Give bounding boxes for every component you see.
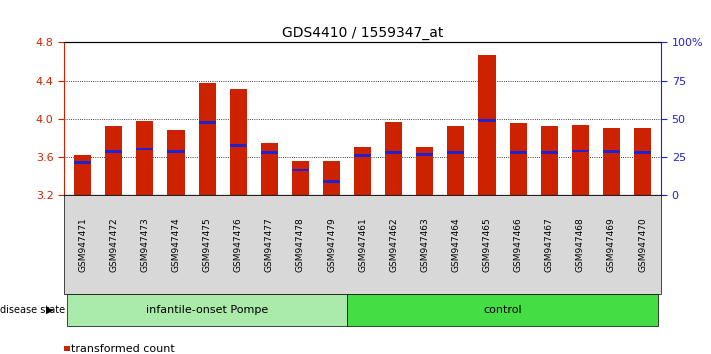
Text: disease state: disease state: [0, 305, 65, 315]
Text: infantile-onset Pompe: infantile-onset Pompe: [146, 305, 268, 315]
Text: GSM947472: GSM947472: [109, 217, 118, 272]
Bar: [479, 55, 496, 195]
Bar: [137, 148, 154, 150]
Bar: [323, 161, 340, 195]
Bar: [447, 126, 464, 195]
Text: GSM947471: GSM947471: [78, 217, 87, 272]
Bar: [74, 161, 91, 164]
Text: GSM947475: GSM947475: [203, 217, 212, 272]
Bar: [167, 150, 185, 153]
Bar: [603, 150, 620, 153]
Bar: [416, 153, 434, 156]
Text: GSM947466: GSM947466: [513, 217, 523, 272]
Text: GSM947462: GSM947462: [389, 217, 398, 272]
Bar: [510, 152, 527, 154]
Bar: [572, 149, 589, 152]
Text: GSM947467: GSM947467: [545, 217, 554, 272]
Bar: [230, 144, 247, 147]
Bar: [540, 152, 558, 154]
Bar: [354, 154, 371, 157]
Text: GSM947473: GSM947473: [140, 217, 149, 272]
Bar: [261, 143, 278, 195]
Bar: [634, 128, 651, 195]
Bar: [447, 152, 464, 154]
Bar: [198, 121, 215, 124]
Bar: [572, 125, 589, 195]
Bar: [292, 169, 309, 171]
Text: ▶: ▶: [46, 305, 53, 315]
Bar: [74, 155, 91, 195]
Bar: [323, 180, 340, 183]
Bar: [385, 122, 402, 195]
Bar: [354, 147, 371, 195]
Bar: [105, 126, 122, 195]
Text: transformed count: transformed count: [71, 344, 175, 354]
Text: GSM947469: GSM947469: [607, 217, 616, 272]
Text: GSM947465: GSM947465: [483, 217, 491, 272]
Text: GSM947474: GSM947474: [171, 217, 181, 272]
Text: GSM947478: GSM947478: [296, 217, 305, 272]
Bar: [198, 84, 215, 195]
Text: GSM947479: GSM947479: [327, 217, 336, 272]
Bar: [292, 161, 309, 195]
Bar: [416, 147, 434, 195]
Bar: [510, 123, 527, 195]
Bar: [603, 128, 620, 195]
Text: GSM947477: GSM947477: [264, 217, 274, 272]
Bar: [230, 89, 247, 195]
Text: control: control: [483, 305, 522, 315]
Text: GSM947470: GSM947470: [638, 217, 647, 272]
Text: GSM947463: GSM947463: [420, 217, 429, 272]
Bar: [137, 121, 154, 195]
Bar: [105, 150, 122, 153]
Bar: [479, 119, 496, 122]
Bar: [634, 152, 651, 154]
Text: GSM947468: GSM947468: [576, 217, 585, 272]
Bar: [540, 126, 558, 195]
Text: GSM947461: GSM947461: [358, 217, 367, 272]
Text: GSM947464: GSM947464: [451, 217, 461, 272]
Bar: [385, 152, 402, 154]
Title: GDS4410 / 1559347_at: GDS4410 / 1559347_at: [282, 26, 443, 40]
Bar: [261, 152, 278, 154]
Bar: [167, 130, 185, 195]
Text: GSM947476: GSM947476: [234, 217, 242, 272]
